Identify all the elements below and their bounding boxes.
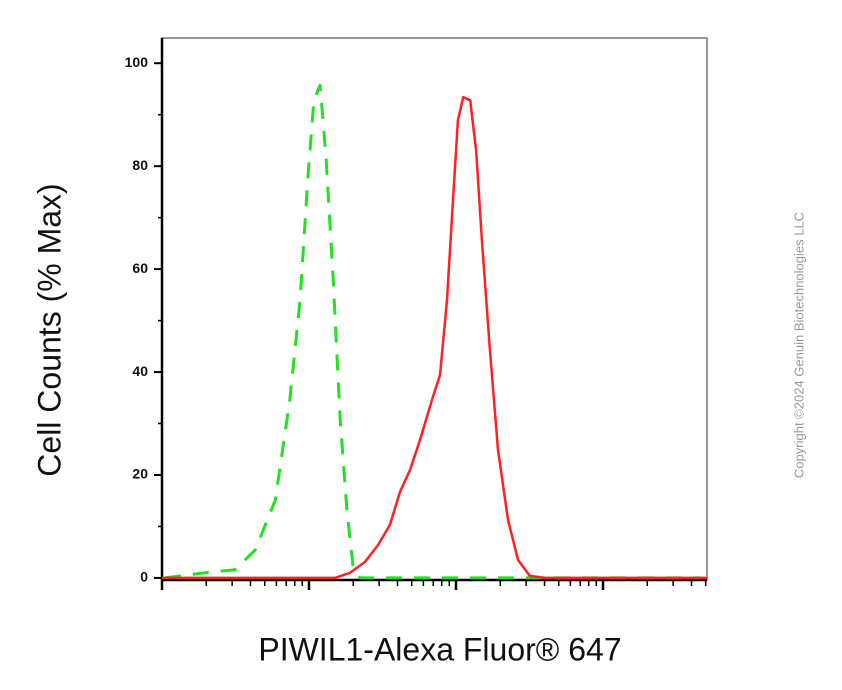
series-line (162, 95, 707, 580)
watermark: Copyright ©2024 Genuin Biotechnologies L… (791, 212, 806, 478)
y-tick-label: 0 (140, 569, 148, 585)
y-axis-label: Cell Counts (% Max) (31, 183, 67, 476)
y-tick-label: 80 (132, 157, 148, 173)
y-tick-label: 40 (132, 363, 148, 379)
x-axis-label: PIWIL1-Alexa Fluor® 647 (258, 631, 621, 667)
y-tick-label: 60 (132, 260, 148, 276)
y-tick-label: 100 (125, 54, 149, 70)
plot-frame (161, 37, 708, 581)
series-line (164, 83, 700, 580)
y-tick-label: 20 (132, 466, 148, 482)
